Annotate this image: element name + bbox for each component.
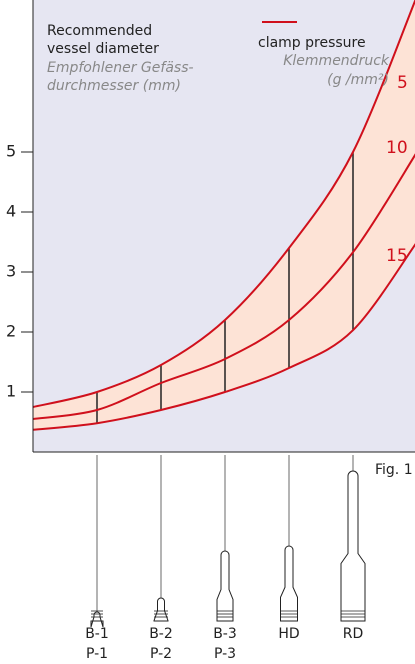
y-label-translation: Empfohlener Gefäss- [47,60,194,76]
y-label: Recommended [47,23,152,39]
y-tick-label: 4 [6,202,16,221]
legend-title-translation: Klemmendruck [283,53,390,69]
instrument [280,545,298,622]
x-tick-label: RD [343,626,364,642]
x-tick-label: B-1 [85,626,109,642]
x-tick-sublabel: P-2 [150,646,172,662]
x-tick-sublabel: P-3 [214,646,236,662]
band-area [33,0,415,430]
instrument [216,550,234,622]
x-tick-label: B-2 [149,626,173,642]
series-line [33,243,415,431]
series-label: 15 [386,246,408,266]
x-tick-label: HD [278,626,299,642]
y-tick-label: 1 [6,382,16,401]
y-tick-label: 3 [6,262,16,281]
x-tick-label: B-3 [213,626,237,642]
plot [33,0,415,431]
series-label: 5 [397,73,408,93]
y-tick-label: 2 [6,322,16,341]
legend-title-translation: (g /mm²) [327,72,389,88]
y-tick-label: 5 [6,142,16,161]
instrument [90,611,104,628]
y-label: vessel diameter [47,41,159,57]
series-label: 10 [386,138,408,158]
y-label-translation: durchmesser (mm) [47,78,181,94]
instrument [153,597,169,622]
instrument [340,470,366,622]
legend-title: clamp pressure [258,35,366,51]
x-tick-sublabel: P-1 [86,646,108,662]
series-line [33,0,415,408]
annotation: Fig. 1 [375,462,413,478]
series-line [33,153,415,420]
